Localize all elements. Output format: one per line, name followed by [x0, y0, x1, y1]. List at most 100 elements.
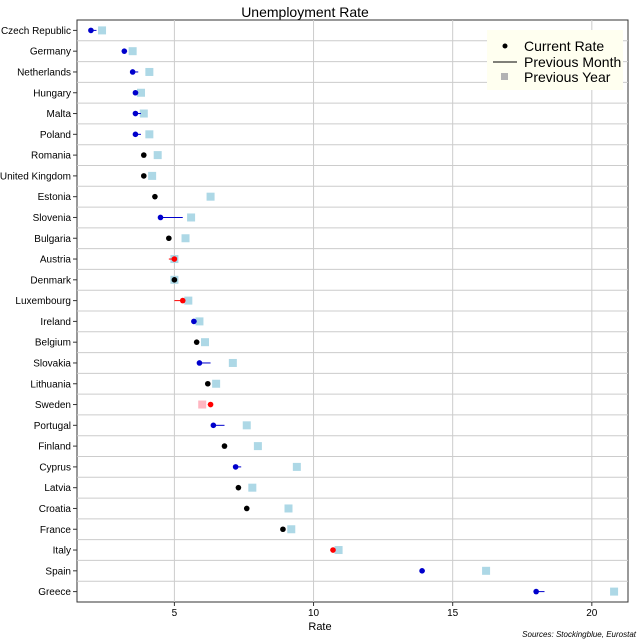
category-label-10: Bulgaria	[34, 234, 71, 245]
previous-year-marker-6	[153, 151, 162, 160]
current-rate-point-26	[419, 568, 425, 574]
category-label-15: Belgium	[35, 338, 71, 349]
category-label-8: Estonia	[38, 192, 72, 203]
previous-year-marker-20	[253, 442, 262, 451]
current-rate-point-18	[207, 401, 214, 408]
previous-year-marker-16	[228, 358, 237, 367]
legend-current-rate-marker	[502, 43, 508, 49]
current-rate-point-7	[140, 173, 147, 179]
previous-year-marker-27	[610, 587, 619, 596]
previous-year-marker-25	[334, 546, 343, 555]
current-rate-point-16	[196, 360, 203, 366]
x-tick-label-15: 15	[447, 608, 459, 619]
category-label-5: Poland	[40, 130, 71, 141]
current-rate-point-25	[330, 547, 336, 553]
legend-previous-year-label: Previous Year	[524, 69, 611, 85]
current-rate-point-2	[129, 69, 136, 75]
previous-year-marker-23	[284, 504, 293, 513]
category-label-17: Lithuania	[30, 379, 71, 390]
category-label-13: Luxembourg	[15, 296, 71, 307]
legend: Current Rate Previous Month Previous Yea…	[487, 30, 623, 90]
previous-year-marker-14	[195, 317, 204, 326]
category-label-16: Slovakia	[33, 358, 71, 369]
category-label-25: Italy	[53, 546, 71, 557]
y-axis-categories: Czech Republic Germany Netherlands Hungary M…	[0, 26, 77, 598]
category-label-1: Germany	[30, 47, 71, 58]
current-rate-point-4	[132, 110, 139, 117]
previous-year-marker-8	[206, 192, 215, 201]
x-tick-label-5: 5	[172, 608, 178, 619]
previous-year-marker-0	[98, 26, 107, 35]
current-rate-point-11	[171, 256, 178, 262]
current-rate-point-23	[243, 505, 250, 512]
current-rate-point-0	[88, 27, 94, 34]
category-label-14: Ireland	[40, 317, 71, 328]
previous-year-marker-24	[287, 525, 296, 534]
current-rate-point-6	[140, 152, 147, 158]
category-label-19: Portugal	[34, 421, 71, 432]
category-label-20: Finland	[38, 442, 71, 453]
legend-previous-year-marker	[501, 73, 508, 80]
x-tick-label-10: 10	[308, 608, 320, 619]
category-label-0: Czech Republic	[1, 26, 71, 37]
category-label-7: United Kingdom	[0, 171, 71, 182]
previous-year-marker-21	[292, 462, 301, 471]
previous-year-marker-9	[187, 213, 196, 222]
x-tick-label-20: 20	[586, 608, 598, 619]
current-rate-point-8	[152, 193, 158, 200]
previous-year-marker-4	[139, 109, 148, 118]
source-note: Sources: Stockingblue, Eurostat	[522, 630, 637, 639]
x-axis-ticks: 5 10 15 20	[172, 602, 598, 619]
current-rate-point-19	[210, 422, 217, 429]
current-rate-point-24	[280, 526, 286, 533]
previous-year-marker-3	[137, 88, 146, 97]
previous-year-marker-18	[198, 400, 207, 409]
category-label-12: Denmark	[30, 275, 72, 286]
category-label-2: Netherlands	[17, 67, 71, 78]
category-label-4: Malta	[47, 109, 72, 120]
category-label-23: Croatia	[39, 504, 72, 515]
previous-year-marker-22	[248, 483, 257, 492]
current-rate-point-9	[157, 214, 164, 221]
previous-year-marker-15	[201, 338, 210, 347]
previous-year-marker-13	[184, 296, 193, 305]
previous-year-marker-2	[145, 67, 154, 76]
category-label-11: Austria	[40, 255, 72, 266]
category-label-21: Cyprus	[39, 462, 71, 473]
current-rate-point-5	[132, 131, 139, 138]
category-label-27: Greece	[38, 587, 71, 598]
previous-year-marker-5	[145, 130, 154, 139]
category-label-24: France	[40, 525, 72, 536]
current-rate-point-21	[232, 464, 239, 470]
category-label-18: Sweden	[35, 400, 71, 411]
previous-year-marker-10	[181, 234, 190, 243]
current-rate-point-27	[533, 588, 539, 595]
x-axis-label: Rate	[308, 621, 331, 633]
current-rate-point-22	[235, 484, 242, 491]
current-rate-point-20	[221, 443, 228, 449]
category-label-3: Hungary	[33, 88, 71, 99]
previous-year-marker-17	[212, 379, 221, 388]
chart-title: Unemployment Rate	[241, 4, 369, 20]
legend-box	[487, 30, 623, 90]
current-rate-point-1	[121, 48, 128, 54]
category-label-6: Romania	[31, 151, 71, 162]
current-rate-point-3	[132, 89, 139, 96]
data-marks	[88, 26, 619, 596]
previous-year-marker-1	[128, 47, 137, 56]
legend-previous-month-label: Previous Month	[524, 54, 621, 70]
current-rate-point-10	[166, 235, 172, 242]
current-rate-point-17	[204, 380, 211, 387]
category-label-22: Latvia	[44, 483, 71, 494]
current-rate-point-14	[191, 318, 197, 325]
current-rate-point-13	[179, 297, 186, 304]
category-label-9: Slovenia	[33, 213, 72, 224]
category-label-26: Spain	[45, 566, 71, 577]
current-rate-point-12	[171, 277, 178, 283]
previous-year-marker-19	[242, 421, 251, 430]
current-rate-point-15	[193, 339, 200, 345]
legend-current-rate-label: Current Rate	[524, 38, 604, 54]
previous-year-marker-26	[482, 566, 491, 575]
previous-year-marker-7	[148, 171, 157, 180]
